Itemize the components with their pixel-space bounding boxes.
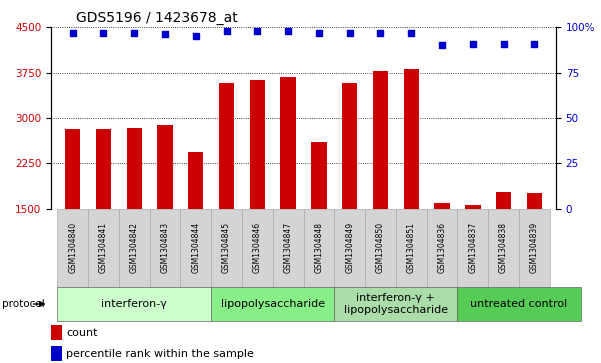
Text: GSM1304836: GSM1304836 <box>438 222 447 273</box>
Point <box>529 41 539 46</box>
Text: GSM1304850: GSM1304850 <box>376 222 385 273</box>
Bar <box>365 209 396 287</box>
Bar <box>427 209 457 287</box>
Point <box>437 42 447 48</box>
Point <box>499 41 508 46</box>
Bar <box>373 71 388 299</box>
Point <box>99 30 108 36</box>
Point <box>191 33 201 39</box>
Text: GSM1304840: GSM1304840 <box>68 222 77 273</box>
Text: GSM1304844: GSM1304844 <box>191 222 200 273</box>
Point <box>345 30 355 36</box>
Bar <box>435 203 450 299</box>
Point <box>68 30 78 36</box>
Point <box>252 28 262 34</box>
Text: GSM1304847: GSM1304847 <box>284 222 293 273</box>
Text: protocol: protocol <box>2 299 44 309</box>
Bar <box>51 325 62 340</box>
Point <box>129 30 139 36</box>
Bar <box>180 209 211 287</box>
Bar <box>281 77 296 299</box>
Point <box>314 30 324 36</box>
Bar <box>526 193 542 299</box>
Bar <box>496 192 511 299</box>
Bar <box>57 209 88 287</box>
Bar <box>519 209 550 287</box>
Text: untreated control: untreated control <box>471 299 567 309</box>
Point <box>468 41 478 46</box>
Bar <box>334 287 457 321</box>
Bar <box>219 83 234 299</box>
Bar <box>249 81 265 299</box>
Bar <box>57 287 211 321</box>
Bar <box>157 125 172 299</box>
Bar <box>334 209 365 287</box>
Bar <box>51 346 62 361</box>
Bar <box>273 209 304 287</box>
Text: GSM1304839: GSM1304839 <box>530 222 539 273</box>
Text: interferon-γ: interferon-γ <box>101 299 167 309</box>
Bar <box>304 209 334 287</box>
Text: GSM1304845: GSM1304845 <box>222 222 231 273</box>
Bar <box>150 209 180 287</box>
Point <box>376 30 385 36</box>
Bar <box>211 209 242 287</box>
Bar <box>488 209 519 287</box>
Bar <box>342 83 358 299</box>
Bar <box>211 287 334 321</box>
Point <box>406 30 416 36</box>
Bar <box>65 129 81 299</box>
Text: GSM1304851: GSM1304851 <box>407 222 416 273</box>
Bar <box>119 209 150 287</box>
Text: GSM1304842: GSM1304842 <box>130 222 139 273</box>
Bar <box>188 152 204 299</box>
Text: percentile rank within the sample: percentile rank within the sample <box>66 349 254 359</box>
Text: GDS5196 / 1423678_at: GDS5196 / 1423678_at <box>76 11 238 25</box>
Bar <box>126 128 142 299</box>
Bar <box>465 205 481 299</box>
Point <box>222 28 231 34</box>
Bar <box>457 287 581 321</box>
Point <box>283 28 293 34</box>
Text: GSM1304837: GSM1304837 <box>468 222 477 273</box>
Text: interferon-γ +
lipopolysaccharide: interferon-γ + lipopolysaccharide <box>344 293 448 315</box>
Bar <box>403 69 419 299</box>
Text: GSM1304843: GSM1304843 <box>160 222 169 273</box>
Bar <box>88 209 119 287</box>
Bar <box>457 209 488 287</box>
Text: GSM1304841: GSM1304841 <box>99 222 108 273</box>
Bar <box>242 209 273 287</box>
Text: GSM1304848: GSM1304848 <box>314 222 323 273</box>
Text: GSM1304838: GSM1304838 <box>499 222 508 273</box>
Text: GSM1304849: GSM1304849 <box>345 222 354 273</box>
Text: GSM1304846: GSM1304846 <box>253 222 262 273</box>
Point <box>160 32 170 37</box>
Bar <box>311 142 326 299</box>
Text: lipopolysaccharide: lipopolysaccharide <box>221 299 325 309</box>
Bar <box>396 209 427 287</box>
Text: count: count <box>66 328 98 338</box>
Bar <box>96 129 111 299</box>
